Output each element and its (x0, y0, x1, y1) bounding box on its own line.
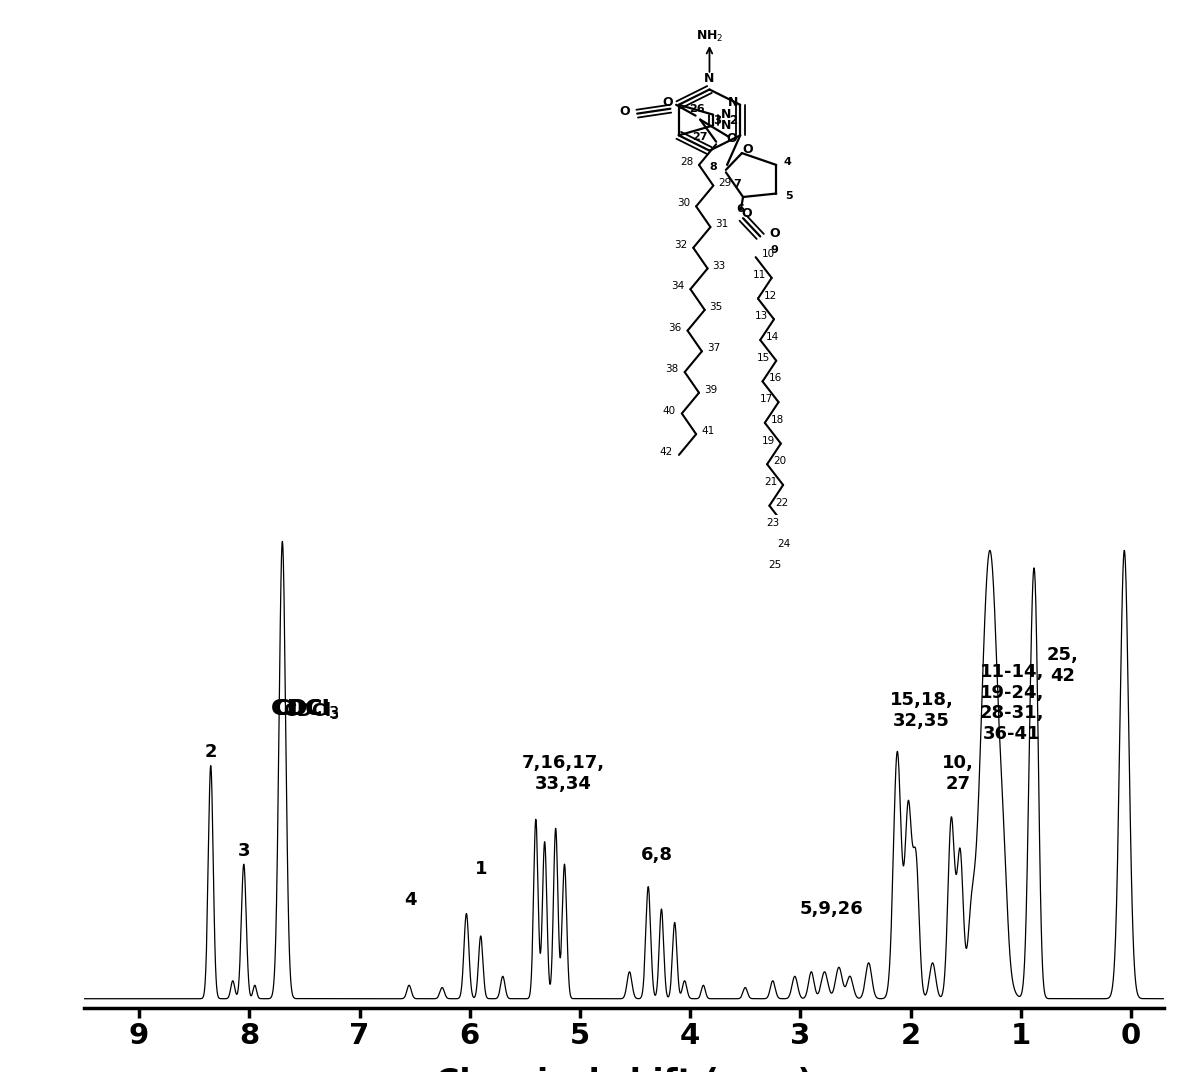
Text: 5,9,26: 5,9,26 (799, 900, 863, 918)
Text: 7: 7 (733, 179, 742, 189)
Text: 12: 12 (764, 291, 778, 300)
Text: 34: 34 (671, 281, 684, 292)
Text: 21: 21 (764, 477, 778, 487)
Text: 17: 17 (760, 394, 773, 404)
Text: 26: 26 (690, 104, 706, 114)
Text: 18: 18 (770, 415, 784, 425)
Text: 10,
27: 10, 27 (942, 754, 974, 792)
Text: 30: 30 (677, 198, 690, 208)
Text: N: N (704, 72, 715, 85)
Text: 11: 11 (752, 270, 766, 280)
Text: CDCl$_3$: CDCl$_3$ (283, 700, 340, 720)
Text: 16: 16 (768, 373, 781, 384)
Text: 6,8: 6,8 (641, 846, 673, 864)
Text: N: N (720, 119, 731, 132)
Text: 15: 15 (757, 353, 770, 362)
Text: 15,18,
32,35: 15,18, 32,35 (889, 691, 954, 730)
Text: 20: 20 (773, 457, 786, 466)
Text: 4: 4 (784, 158, 792, 167)
Text: 25: 25 (768, 560, 781, 570)
Text: 33: 33 (713, 260, 726, 270)
Text: N: N (728, 95, 738, 109)
Text: 42: 42 (660, 447, 673, 457)
Text: O: O (662, 95, 673, 109)
Text: 4: 4 (404, 891, 416, 909)
Text: O: O (769, 227, 780, 240)
Text: 27: 27 (692, 132, 708, 142)
Text: 9: 9 (770, 245, 779, 255)
Text: 37: 37 (707, 343, 720, 354)
Text: 19: 19 (762, 435, 775, 446)
Text: 24: 24 (778, 539, 791, 549)
Text: CDCl$_3$: CDCl$_3$ (270, 697, 340, 720)
Text: 7,16,17,
33,34: 7,16,17, 33,34 (522, 754, 605, 792)
Text: O: O (742, 207, 752, 220)
Text: O: O (726, 132, 737, 145)
Text: 35: 35 (709, 302, 722, 312)
Text: 41: 41 (701, 427, 714, 436)
Text: 1: 1 (474, 860, 487, 878)
Text: 14: 14 (767, 332, 780, 342)
Text: 2: 2 (204, 743, 217, 761)
Text: 40: 40 (662, 405, 676, 416)
Text: 29: 29 (718, 178, 731, 188)
Text: 31: 31 (715, 219, 728, 229)
Text: 3: 3 (713, 114, 721, 126)
Text: NH$_2$: NH$_2$ (696, 29, 724, 44)
Text: 13: 13 (755, 311, 768, 322)
Text: 23: 23 (767, 519, 780, 528)
Text: 32: 32 (674, 240, 688, 250)
X-axis label: Chemical shift (ppm): Chemical shift (ppm) (436, 1067, 812, 1072)
Text: 22: 22 (775, 497, 788, 508)
Text: O: O (743, 143, 752, 155)
Text: 8: 8 (709, 162, 718, 173)
Text: 6: 6 (737, 205, 744, 214)
Text: 38: 38 (666, 364, 679, 374)
Text: 10: 10 (762, 249, 775, 259)
Text: 36: 36 (668, 323, 682, 332)
Text: 39: 39 (704, 385, 718, 394)
Text: 25,
42: 25, 42 (1046, 646, 1079, 685)
Text: 11-14,
19-24,
28-31,
36-41: 11-14, 19-24, 28-31, 36-41 (979, 662, 1044, 743)
Text: 2: 2 (730, 114, 737, 126)
Text: O: O (619, 105, 630, 118)
Text: N: N (720, 108, 731, 121)
Text: 3: 3 (238, 842, 250, 860)
Text: 5: 5 (785, 191, 793, 202)
Text: 28: 28 (679, 157, 694, 167)
Text: CDCl$_3$: CDCl$_3$ (275, 697, 340, 720)
